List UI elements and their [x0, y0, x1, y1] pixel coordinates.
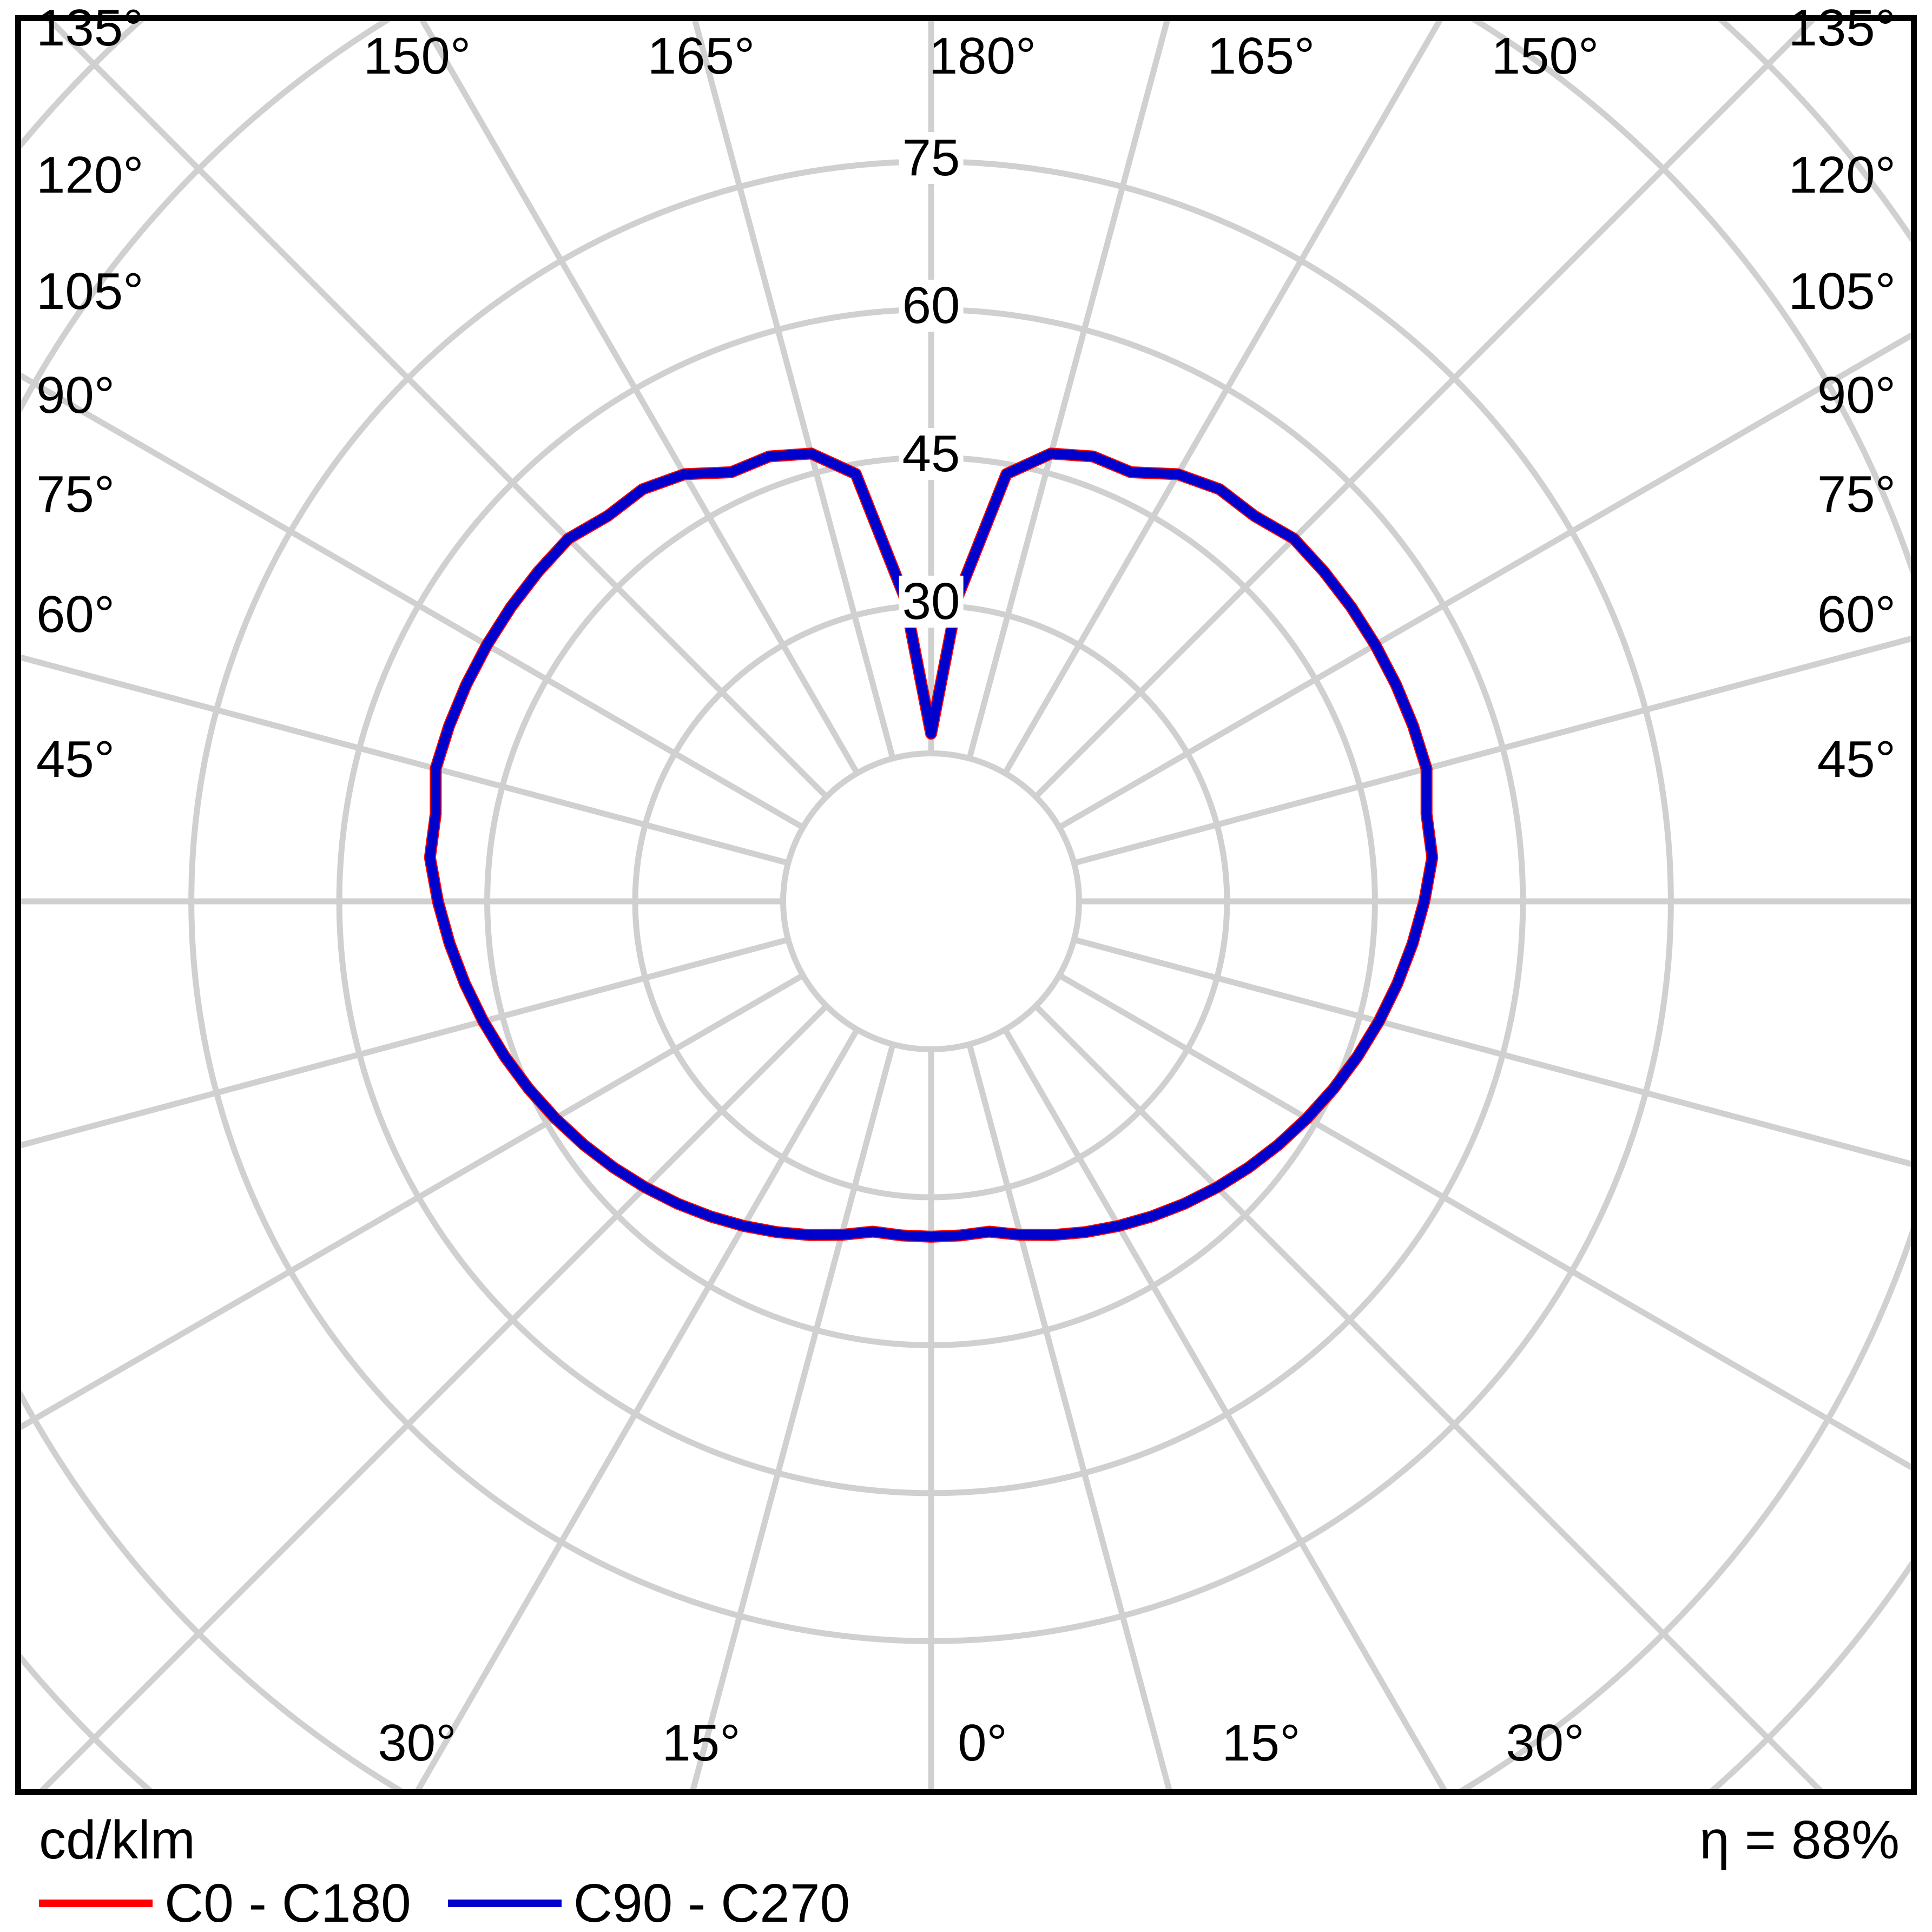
angle-label-105deg: 105°	[36, 262, 144, 320]
efficiency-label: η = 88%	[1699, 1810, 1900, 1870]
angle-label-15deg: 15°	[662, 1714, 741, 1772]
angle-label-45deg: 45°	[36, 730, 115, 788]
legend-label-c0-c180: C0 - C180	[164, 1873, 411, 1932]
angle-label-60deg: 60°	[36, 585, 115, 643]
radial-tick-45: 45	[899, 427, 964, 480]
polar-plot-canvas	[21, 21, 1911, 1789]
angle-label-120deg: 120°	[36, 146, 144, 204]
angle-label-165deg: 165°	[647, 27, 755, 85]
unit-label: cd/klm	[39, 1810, 195, 1870]
angle-label-120deg: 120°	[1788, 146, 1896, 204]
angle-label-135deg: 135°	[1788, 0, 1896, 57]
legend-item-c0-c180: C0 - C180	[39, 1876, 411, 1930]
legend-swatch-c90-c270	[447, 1900, 562, 1907]
legend-label-c90-c270: C90 - C270	[573, 1873, 850, 1932]
angle-label-45deg: 45°	[1817, 730, 1896, 788]
angle-label-165deg: 165°	[1207, 27, 1315, 85]
radial-tick-75: 75	[899, 131, 964, 184]
angle-label-150deg: 150°	[363, 27, 471, 85]
angle-label-180deg: 180°	[928, 27, 1037, 85]
angle-label-75deg: 75°	[1817, 465, 1896, 523]
angle-label-90deg: 90°	[1817, 366, 1896, 424]
angle-label-15deg: 15°	[1222, 1714, 1301, 1772]
angle-label-135deg: 135°	[36, 0, 144, 57]
legend-item-c90-c270: C90 - C270	[447, 1873, 850, 1932]
angle-label-150deg: 150°	[1491, 27, 1599, 85]
angle-label-105deg: 105°	[1788, 262, 1896, 320]
angle-label-75deg: 75°	[36, 465, 115, 523]
chart-footer: cd/klm η = 88% C0 - C180 C90 - C270	[0, 1795, 1932, 1932]
radial-tick-60: 60	[899, 280, 964, 332]
legend-swatch-c0-c180	[39, 1900, 153, 1907]
series-c90-c270	[425, 449, 1438, 1242]
angle-label-90deg: 90°	[36, 366, 115, 424]
angle-label-0deg: 0°	[958, 1714, 1007, 1772]
angle-label-30deg: 30°	[378, 1714, 457, 1772]
angle-label-30deg: 30°	[1506, 1714, 1585, 1772]
polar-plot-frame: 135° 120° 105° 90° 75° 60° 45° 135° 120° 105° 90° 7…	[15, 2, 1917, 1795]
chart-legend: C0 - C180 C90 - C270	[39, 1876, 850, 1930]
polar-gridlines	[21, 21, 1911, 1789]
radial-tick-30: 30	[899, 576, 964, 628]
angle-label-60deg: 60°	[1817, 585, 1896, 643]
